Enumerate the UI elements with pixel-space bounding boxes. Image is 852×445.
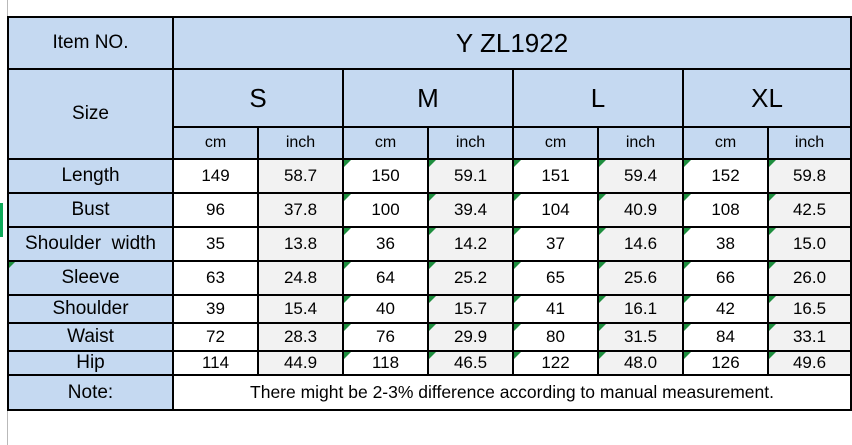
measurement-cell: 96 [172, 192, 259, 228]
measurement-row-shoulder-width: Shoulder width 35 13.8 36 14.2 37 14.6 3… [7, 226, 852, 262]
unit-header: cm [172, 126, 259, 160]
measurement-cell: 150 [342, 158, 429, 194]
measurement-cell: 66 [682, 260, 769, 296]
measurement-cell: 104 [512, 192, 599, 228]
unit-header: inch [257, 126, 344, 160]
unit-header-row: cm inch cm inch cm inch cm inch [8, 126, 852, 160]
size-label: Size [7, 68, 174, 160]
measurement-cell: 37.8 [257, 192, 344, 228]
measurement-cell: 64 [342, 260, 429, 296]
measurement-cell: 33.1 [766, 322, 852, 352]
measurement-cell: 39.4 [427, 192, 514, 228]
row-label-bust: Bust [7, 192, 174, 228]
size-header-xl: XL [681, 68, 852, 128]
measurement-row-waist: Waist 72 28.3 76 29.9 80 31.5 84 33.1 [7, 322, 852, 352]
measurement-cell: 15.0 [766, 226, 852, 262]
note-text: There might be 2-3% difference according… [171, 374, 852, 411]
measurement-cell: 152 [682, 158, 769, 194]
unit-header: inch [597, 126, 684, 160]
measurement-cell: 59.1 [427, 158, 514, 194]
measurement-cell: 58.7 [257, 158, 344, 194]
measurement-cell: 59.4 [597, 158, 684, 194]
measurement-cell: 48.0 [597, 350, 684, 376]
measurement-cell: 42 [682, 294, 769, 324]
size-chart-table: Item NO. Y ZL1922 Size S M L XL cm inch … [7, 16, 852, 411]
measurement-cell: 40.9 [597, 192, 684, 228]
measurement-cell: 126 [682, 350, 769, 376]
measurement-cell: 44.9 [257, 350, 344, 376]
measurement-cell: 16.1 [597, 294, 684, 324]
row-label-length: Length [7, 158, 174, 194]
unit-header: inch [766, 126, 852, 160]
measurement-cell: 149 [172, 158, 259, 194]
measurement-cell: 15.4 [257, 294, 344, 324]
measurement-cell: 84 [682, 322, 769, 352]
measurement-cell: 24.8 [257, 260, 344, 296]
measurement-cell: 76 [342, 322, 429, 352]
measurement-cell: 108 [682, 192, 769, 228]
measurement-cell: 29.9 [427, 322, 514, 352]
measurement-cell: 80 [512, 322, 599, 352]
note-row: Note: There might be 2-3% difference acc… [7, 374, 852, 411]
measurement-row-shoulder: Shoulder 39 15.4 40 15.7 41 16.1 42 16.5 [7, 294, 852, 324]
measurement-cell: 25.6 [597, 260, 684, 296]
item-no-value: Y ZL1922 [171, 16, 852, 70]
measurement-cell: 35 [172, 226, 259, 262]
measurement-cell: 118 [342, 350, 429, 376]
row-label-waist: Waist [7, 322, 174, 352]
measurement-cell: 38 [682, 226, 769, 262]
measurement-cell: 13.8 [257, 226, 344, 262]
measurement-cell: 28.3 [257, 322, 344, 352]
measurement-row-length: Length 149 58.7 150 59.1 151 59.4 152 59… [7, 158, 852, 194]
row-label-hip: Hip [7, 350, 174, 376]
unit-header: inch [427, 126, 514, 160]
unit-header: cm [512, 126, 599, 160]
measurement-cell: 114 [172, 350, 259, 376]
measurement-row-hip: Hip 114 44.9 118 46.5 122 48.0 126 49.6 [7, 350, 852, 376]
measurement-cell: 59.8 [766, 158, 852, 194]
measurement-cell: 15.7 [427, 294, 514, 324]
measurement-cell: 122 [512, 350, 599, 376]
measurement-cell: 16.5 [766, 294, 852, 324]
measurement-cell: 40 [342, 294, 429, 324]
measurement-cell: 25.2 [427, 260, 514, 296]
measurement-cell: 41 [512, 294, 599, 324]
measurement-row-sleeve: Sleeve 63 24.8 64 25.2 65 25.6 66 26.0 [7, 260, 852, 296]
measurement-cell: 100 [342, 192, 429, 228]
measurement-cell: 39 [172, 294, 259, 324]
measurement-cell: 37 [512, 226, 599, 262]
row-label-shoulder: Shoulder [7, 294, 174, 324]
size-header-l: L [512, 68, 684, 128]
measurement-cell: 14.6 [597, 226, 684, 262]
measurement-cell: 63 [172, 260, 259, 296]
item-no-label: Item NO. [7, 16, 174, 70]
measurement-cell: 72 [172, 322, 259, 352]
measurement-row-bust: Bust 96 37.8 100 39.4 104 40.9 108 42.5 [7, 192, 852, 228]
measurement-cell: 14.2 [427, 226, 514, 262]
size-header-s: S [172, 68, 344, 128]
measurement-cell: 49.6 [766, 350, 852, 376]
measurement-cell: 151 [512, 158, 599, 194]
item-no-row: Item NO. Y ZL1922 [7, 16, 852, 70]
measurement-cell: 26.0 [766, 260, 852, 296]
size-header-m: M [342, 68, 514, 128]
row-label-sleeve: Sleeve [7, 260, 174, 296]
measurement-cell: 42.5 [766, 192, 852, 228]
measurement-cell: 65 [512, 260, 599, 296]
measurement-cell: 31.5 [597, 322, 684, 352]
unit-header: cm [342, 126, 429, 160]
note-label: Note: [7, 374, 174, 411]
measurement-cell: 46.5 [427, 350, 514, 376]
row-label-shoulder-width: Shoulder width [7, 226, 174, 262]
row-highlight-bar [0, 203, 3, 237]
unit-header: cm [682, 126, 769, 160]
size-header-row: Size S M L XL [7, 68, 852, 160]
measurement-cell: 36 [342, 226, 429, 262]
